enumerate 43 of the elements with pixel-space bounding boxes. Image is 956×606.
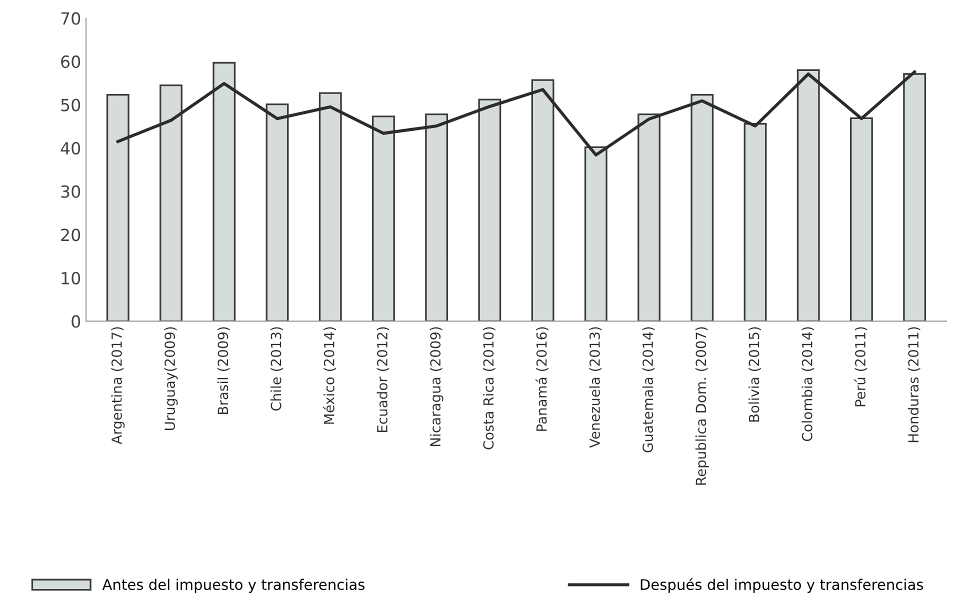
- x-tick-label: Nicaragua (2009): [430, 327, 444, 446]
- x-tick-label: Uruguay(2009): [164, 327, 178, 430]
- bar: [638, 113, 660, 322]
- bar: [106, 94, 130, 322]
- bar: [425, 113, 448, 322]
- bar: [266, 103, 289, 322]
- x-tick-label: Chile (2013): [270, 327, 283, 411]
- y-tick-label: 0: [72, 315, 80, 328]
- x-tick-label: Venezuela (2013): [589, 327, 602, 448]
- y-tick-label: 70: [61, 12, 80, 25]
- legend-label: Después del impuesto y transferencias: [640, 578, 924, 593]
- x-tick-label: Argentina (2017): [111, 327, 125, 444]
- x-tick-label: Brasil (2009): [217, 327, 230, 414]
- x-tick-label: Perú (2011): [854, 327, 868, 406]
- bar: [903, 73, 926, 322]
- y-tick-label: 20: [61, 228, 80, 242]
- y-tick-label: 40: [60, 142, 80, 155]
- y-tick-label: 10: [62, 272, 80, 284]
- x-tick-label: Bolivia (2015): [748, 327, 761, 422]
- x-tick-label: Republica Dom. (2007): [695, 327, 709, 485]
- bar: [584, 146, 608, 322]
- bar: [372, 116, 395, 322]
- bar: [212, 62, 236, 322]
- y-tick-label: 60: [61, 55, 80, 68]
- bar: [160, 84, 182, 322]
- x-tick-label: Guatemala (2014): [642, 327, 655, 452]
- x-tick-label: Panamá (2016): [536, 327, 548, 431]
- bar: [318, 92, 342, 322]
- bar: [531, 79, 554, 322]
- y-tick-label: 30: [61, 185, 80, 198]
- bar: [796, 69, 820, 322]
- bar: [850, 117, 873, 322]
- y-tick-label: 50: [61, 98, 80, 112]
- x-tick-label: Ecuador (2012): [376, 327, 390, 432]
- bar: [690, 94, 714, 322]
- x-tick-label: Colombia (2014): [802, 327, 814, 442]
- line-series: [116, 70, 916, 156]
- legend-label: Antes del impuesto y transferencias: [102, 578, 365, 593]
- x-tick-label: Honduras (2011): [908, 327, 920, 442]
- x-tick-label: Costa Rica (2010): [482, 327, 496, 450]
- x-tick-label: México (2014): [323, 327, 336, 424]
- bar: [478, 98, 502, 322]
- bar: [744, 122, 767, 322]
